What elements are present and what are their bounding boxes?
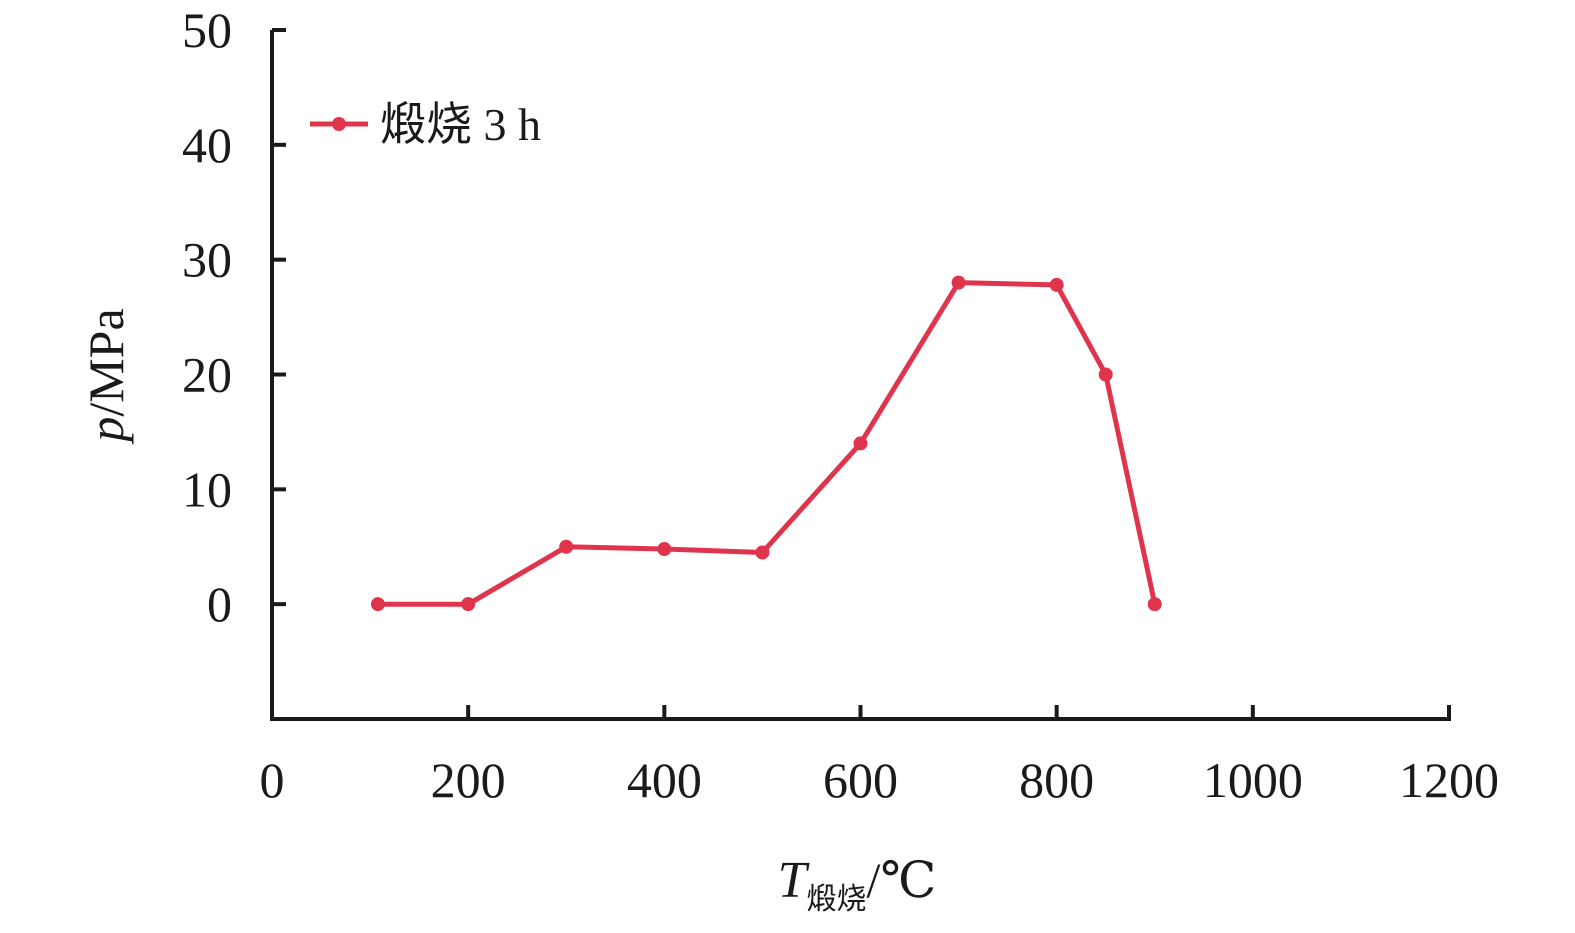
y-axis-label: p/MPa bbox=[78, 308, 134, 444]
legend-marker bbox=[332, 117, 346, 131]
y-tick-label: 30 bbox=[182, 232, 232, 288]
y-tick-label: 50 bbox=[182, 2, 232, 58]
x-tick-label: 1000 bbox=[1203, 752, 1303, 808]
data-point bbox=[1049, 277, 1064, 292]
data-point bbox=[951, 275, 966, 290]
x-tick-label: 200 bbox=[431, 752, 506, 808]
series-line bbox=[377, 280, 1158, 607]
x-ticks: 0 200 400 600 800 1000 1200 bbox=[260, 705, 1499, 808]
y-tick-label: 0 bbox=[207, 576, 232, 632]
y-tick-label: 10 bbox=[182, 461, 232, 517]
data-point bbox=[461, 597, 476, 612]
y-tick-label: 40 bbox=[182, 117, 232, 173]
legend: 煅烧 3 h bbox=[310, 99, 541, 150]
x-tick-label: 400 bbox=[627, 752, 702, 808]
y-ticks: 0 10 20 30 40 50 bbox=[182, 2, 286, 632]
data-point bbox=[853, 436, 868, 451]
data-point bbox=[755, 545, 770, 560]
y-tick-label: 20 bbox=[182, 347, 232, 403]
x-tick-label: 600 bbox=[823, 752, 898, 808]
x-axis-label-var: T bbox=[778, 852, 810, 909]
x-axis-label: T煅烧/℃ bbox=[778, 852, 937, 916]
legend-label: 煅烧 3 h bbox=[380, 99, 541, 150]
data-point bbox=[1147, 597, 1162, 612]
x-axis-label-subscript: 煅烧 bbox=[807, 883, 867, 916]
series-group bbox=[370, 275, 1162, 612]
x-axis-label-unit: /℃ bbox=[867, 852, 937, 908]
y-axis-label-var: p bbox=[78, 417, 134, 445]
x-tick-label: 800 bbox=[1019, 752, 1094, 808]
x-tick-label: 0 bbox=[260, 752, 285, 808]
data-point bbox=[370, 597, 385, 612]
y-axis-label-unit: /MPa bbox=[78, 308, 134, 416]
data-point bbox=[657, 542, 672, 557]
x-tick-label: 1200 bbox=[1399, 752, 1499, 808]
data-point bbox=[559, 539, 574, 554]
data-point bbox=[1098, 367, 1113, 382]
